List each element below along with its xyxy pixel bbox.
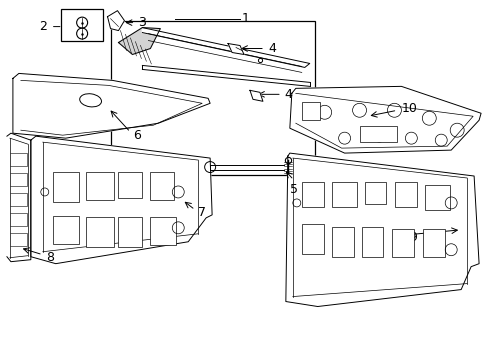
Text: 1: 1 — [242, 12, 250, 25]
Bar — [86, 217, 114, 247]
Polygon shape — [143, 28, 310, 67]
Polygon shape — [7, 133, 31, 262]
Text: 4: 4 — [268, 42, 276, 55]
Text: 8: 8 — [46, 251, 54, 264]
Bar — [362, 227, 384, 257]
Bar — [10, 213, 27, 226]
Polygon shape — [228, 44, 244, 54]
Bar — [423, 229, 445, 257]
Bar — [10, 193, 27, 206]
Polygon shape — [290, 86, 481, 153]
Bar — [150, 172, 174, 200]
Polygon shape — [286, 153, 479, 306]
Bar — [150, 217, 176, 245]
Bar — [119, 172, 143, 198]
Text: 7: 7 — [198, 206, 206, 219]
Polygon shape — [119, 28, 160, 54]
Bar — [392, 229, 415, 257]
Bar — [395, 182, 417, 207]
Text: 6: 6 — [133, 129, 141, 142]
Bar — [119, 217, 143, 247]
Text: 9: 9 — [409, 231, 417, 244]
Bar — [111, 21, 315, 175]
Text: 2: 2 — [39, 20, 47, 33]
Bar — [53, 216, 78, 244]
Text: 5: 5 — [290, 183, 298, 196]
Bar — [10, 153, 27, 166]
Text: 10: 10 — [401, 102, 417, 115]
Bar — [332, 182, 357, 207]
Text: 3: 3 — [138, 16, 147, 29]
Polygon shape — [107, 11, 124, 31]
Polygon shape — [31, 136, 212, 264]
Bar — [10, 233, 27, 246]
Bar — [86, 172, 114, 200]
Bar — [61, 9, 102, 41]
Bar — [302, 102, 319, 120]
Bar — [425, 185, 450, 210]
Bar — [365, 182, 387, 204]
Bar — [10, 173, 27, 186]
Bar — [332, 227, 354, 257]
Bar — [302, 182, 324, 207]
Bar — [360, 126, 397, 142]
Polygon shape — [250, 90, 263, 101]
Polygon shape — [13, 73, 210, 138]
Bar — [53, 172, 78, 202]
Bar — [302, 224, 324, 254]
Text: 4: 4 — [285, 88, 293, 101]
